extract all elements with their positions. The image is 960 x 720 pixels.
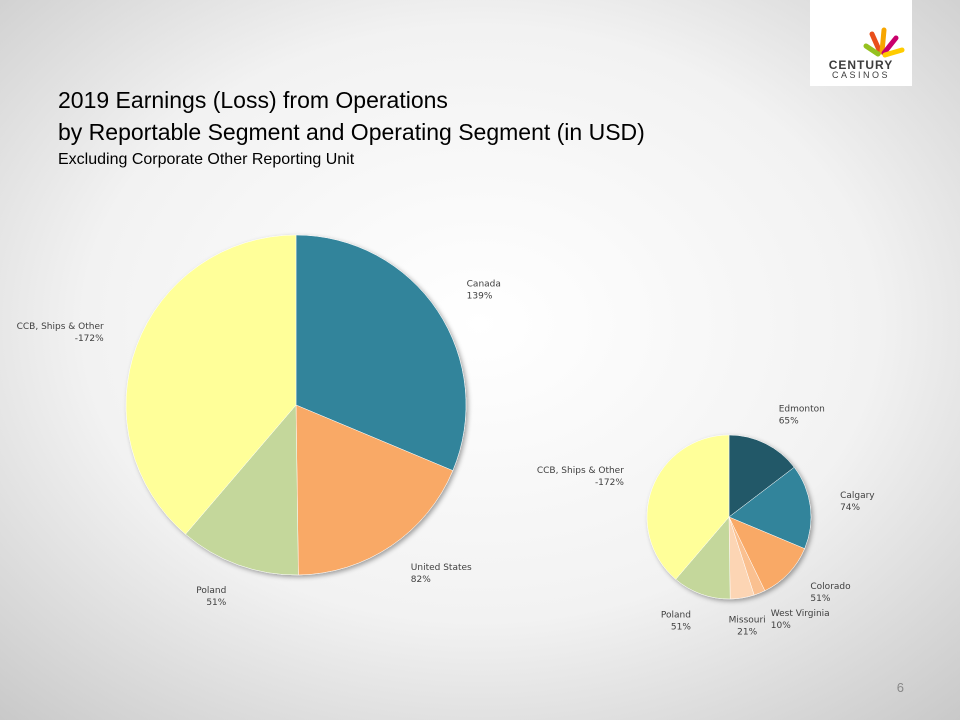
- label-value: 82%: [411, 575, 431, 585]
- label-category: Missouri: [729, 616, 766, 626]
- data-label: Calgary 74%: [840, 491, 875, 513]
- label-category: Calgary: [840, 491, 875, 501]
- label-category: Canada: [467, 279, 501, 289]
- label-category: CCB, Ships & Other: [537, 466, 624, 476]
- data-label: CCB, Ships & Other -172%: [537, 466, 625, 488]
- data-label: West Virginia 10%: [771, 609, 830, 631]
- pie: [646, 434, 812, 600]
- title-line: 2019 Earnings (Loss) from Operations: [58, 87, 448, 113]
- data-label: Poland 51%: [661, 610, 691, 632]
- label-value: 139%: [467, 291, 493, 301]
- subtitle: Excluding Corporate Other Reporting Unit: [58, 151, 355, 168]
- data-label: Poland 51%: [196, 586, 226, 608]
- label-value: 51%: [671, 622, 691, 632]
- data-label: United States 82%: [411, 563, 472, 585]
- label-value: 74%: [840, 503, 860, 513]
- logo: CENTURY CASINOS: [810, 0, 912, 86]
- logo-bottom: CASINOS: [832, 70, 890, 80]
- data-label: Colorado 51%: [810, 582, 851, 604]
- pie-slice: [646, 434, 730, 580]
- page-number: 6: [897, 680, 904, 695]
- pie-slice: [295, 404, 454, 576]
- pie-slice: [728, 434, 795, 518]
- label-value: 21%: [737, 628, 757, 638]
- pie-slice: [295, 234, 467, 471]
- label-category: CCB, Ships & Other: [17, 322, 104, 332]
- logo-top: CENTURY: [829, 58, 894, 72]
- data-label: Missouri 21%: [729, 616, 766, 638]
- label-value: -172%: [75, 334, 104, 344]
- logo-mark: [863, 27, 905, 58]
- label-value: -172%: [595, 478, 624, 488]
- label-category: Edmonton: [779, 405, 825, 415]
- pie: [125, 234, 467, 576]
- title-line: by Reportable Segment and Operating Segm…: [58, 119, 645, 145]
- pie-slice: [185, 404, 299, 576]
- label-value: 51%: [206, 598, 226, 608]
- label-category: Colorado: [810, 582, 851, 592]
- label-category: West Virginia: [771, 609, 830, 619]
- data-label: Edmonton 65%: [779, 405, 825, 427]
- data-label: CCB, Ships & Other -172%: [17, 322, 105, 344]
- label-value: 51%: [810, 594, 830, 604]
- pie-slice: [728, 466, 812, 549]
- label-value: 65%: [779, 417, 799, 427]
- label-value: 10%: [771, 621, 791, 631]
- label-category: Poland: [661, 610, 691, 620]
- data-label: Canada 139%: [467, 279, 501, 301]
- label-category: Poland: [196, 586, 226, 596]
- label-category: United States: [411, 563, 472, 573]
- pie-slice: [125, 234, 297, 535]
